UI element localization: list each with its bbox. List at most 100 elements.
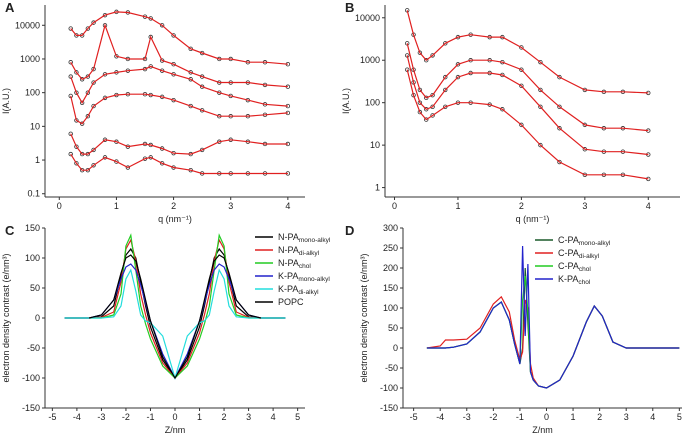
x-tick-label: 2 (597, 412, 602, 422)
y-tick-label: 100 (365, 98, 380, 108)
y-tick-label: 1 (375, 183, 380, 193)
data-point (424, 117, 429, 122)
data-point (74, 144, 79, 149)
x-tick-label: -5 (410, 412, 418, 422)
data-point (79, 100, 85, 106)
data-point (443, 41, 448, 46)
panel-letter: B (345, 0, 354, 15)
legend-subscript: chol (299, 263, 311, 270)
x-tick-label: 1 (455, 201, 460, 211)
series-line (64, 238, 286, 379)
legend-label: C-PAchol (558, 261, 591, 273)
legend-name: C-PA (558, 235, 579, 245)
series-line (426, 245, 680, 389)
data-point (557, 74, 562, 80)
legend-label: N-PAchol (278, 258, 311, 270)
series-line (64, 268, 286, 381)
x-tick-label: -3 (97, 412, 105, 422)
data-point (125, 165, 131, 170)
series-line (64, 233, 286, 379)
data-point (519, 122, 524, 128)
x-tick-label: 1 (114, 201, 119, 211)
y-tick-label: 250 (383, 243, 398, 253)
x-tick-label: 3 (246, 412, 251, 422)
data-point (557, 104, 562, 109)
x-tick-label: 1 (197, 412, 202, 422)
series-line (406, 55, 649, 156)
x-tick-label: 0 (57, 201, 62, 211)
series-line (64, 263, 286, 380)
series-line (64, 247, 286, 380)
y-tick-label: -100 (380, 383, 398, 393)
data-point (538, 142, 543, 148)
data-point (79, 77, 85, 82)
x-tick-label: 2 (519, 201, 524, 211)
y-axis-label: electron density contrast (e/nm³) (359, 253, 369, 382)
panel-letter: D (345, 223, 354, 238)
y-tick-label: 10000 (355, 13, 380, 23)
x-tick-label: 3 (582, 201, 587, 211)
data-point (557, 126, 562, 131)
y-tick-label: 300 (383, 223, 398, 233)
data-point (68, 60, 73, 65)
data-point (519, 45, 524, 50)
legend-subscript: di-alkyl (299, 250, 320, 257)
series-line (426, 267, 680, 389)
series-line (426, 275, 680, 389)
series-line (426, 295, 680, 389)
legend-name: K-PA (558, 274, 578, 284)
legend-label: C-PAdi-alkyl (558, 248, 600, 260)
data-point (74, 70, 79, 75)
data-point (538, 59, 543, 65)
legend-name: N-PA (278, 232, 299, 242)
data-point (74, 90, 79, 95)
y-tick-label: 10 (30, 121, 40, 131)
data-point (68, 26, 73, 31)
legend-subscript: mono-alkyl (299, 237, 331, 244)
x-tick-label: 5 (295, 412, 300, 422)
x-tick-label: -4 (73, 412, 81, 422)
data-point (417, 109, 423, 115)
data-point (85, 114, 91, 119)
x-tick-label: 2 (171, 201, 176, 211)
data-point (424, 58, 429, 63)
data-point (85, 90, 91, 95)
x-tick-label: 3 (624, 412, 629, 422)
data-point (68, 131, 73, 137)
data-point (85, 74, 91, 79)
x-tick-label: -5 (48, 412, 56, 422)
x-axis-label: Z/nm (165, 425, 186, 435)
data-point (424, 107, 429, 112)
x-tick-label: 4 (285, 201, 290, 211)
data-point (159, 161, 165, 166)
series-line (406, 43, 649, 132)
legend-subscript: mono-alkyl (579, 240, 611, 247)
x-tick-label: -1 (146, 412, 154, 422)
y-tick-label: 200 (383, 263, 398, 273)
x-tick-label: -2 (489, 412, 497, 422)
data-point (91, 103, 96, 109)
data-point (102, 155, 108, 160)
data-point (538, 87, 543, 93)
x-tick-label: 3 (228, 201, 233, 211)
data-point (91, 163, 96, 168)
y-tick-label: 100 (25, 253, 40, 263)
legend-name: K-PA (278, 271, 298, 281)
series-line (70, 11, 288, 65)
data-point (91, 80, 96, 85)
data-point (91, 147, 96, 153)
data-point (443, 87, 448, 93)
y-axis-label: electron density contrast (e/nm³) (1, 253, 11, 382)
data-point (430, 104, 435, 109)
series-line (70, 133, 288, 155)
x-tick-label: -1 (516, 412, 524, 422)
y-tick-label: -100 (22, 373, 40, 383)
y-tick-label: 50 (388, 323, 398, 333)
x-tick-label: 4 (650, 412, 655, 422)
y-tick-label: 0 (393, 343, 398, 353)
series-line (406, 69, 649, 180)
x-tick-label: -3 (463, 412, 471, 422)
series-line (406, 10, 649, 94)
x-tick-label: 5 (677, 412, 682, 422)
data-point (199, 147, 205, 153)
